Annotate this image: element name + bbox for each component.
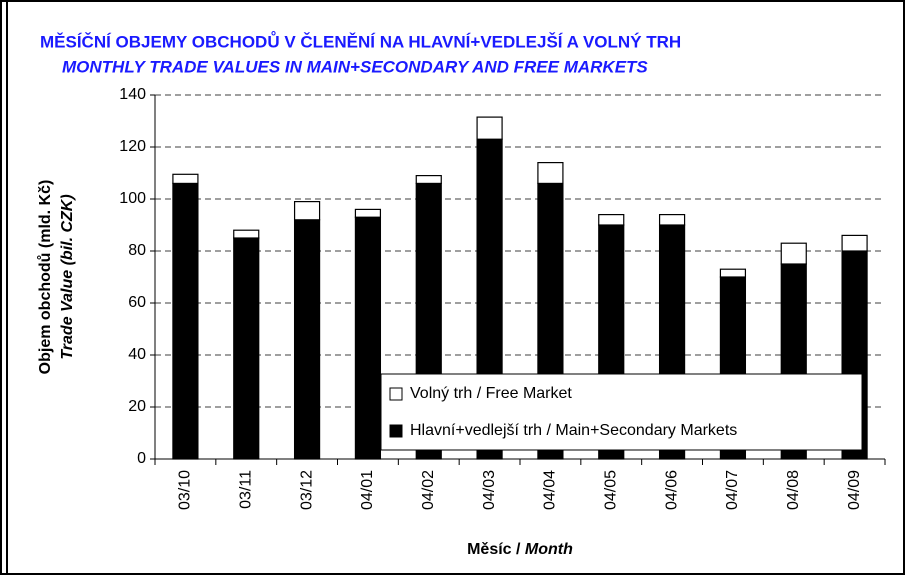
chart-title: MĚSÍČNÍ OBJEMY OBCHODŮ V ČLENĚNÍ NA HLAV… — [40, 31, 681, 51]
bar-segment — [233, 229, 260, 239]
x-tick-label: 03/12 — [298, 470, 315, 510]
y-tick-label: 40 — [128, 346, 146, 363]
bar-segment — [354, 216, 382, 460]
x-tick-label: 04/09 — [846, 470, 863, 510]
y-tick-label: 100 — [119, 190, 146, 207]
bar-segment — [476, 116, 503, 140]
legend — [380, 373, 863, 451]
bar-segment — [658, 214, 686, 226]
x-tick-label: 04/02 — [420, 470, 437, 510]
bar-segment — [719, 268, 747, 278]
x-tick-label: 03/10 — [177, 470, 194, 510]
y-axis-label: Trade Value (bil. CZK) — [59, 194, 76, 359]
bar-segment — [233, 237, 260, 460]
y-tick-label: 0 — [137, 450, 146, 467]
bar-segment — [841, 234, 868, 252]
y-tick-label: 60 — [128, 294, 146, 311]
x-tick-label: 04/08 — [785, 470, 802, 510]
bar-segment — [172, 173, 199, 185]
x-tick-label: 04/07 — [724, 470, 741, 510]
legend-label: Hlavní+vedlejší trh / Main+Secondary Mar… — [410, 422, 737, 439]
bar-segment — [780, 242, 807, 265]
bar-segment — [598, 214, 625, 226]
y-axis-label: Objem obchodů (mld. Kč) — [37, 180, 54, 375]
x-tick-label: 04/01 — [359, 470, 376, 510]
x-tick-label: 04/05 — [602, 470, 619, 510]
bar-segment — [293, 201, 321, 221]
bar-segment — [537, 162, 564, 185]
x-tick-label: 04/04 — [542, 470, 559, 510]
x-axis-label-en: Month — [525, 541, 573, 558]
bar-segment — [172, 182, 199, 460]
legend-label: Volný trh / Free Market — [410, 385, 572, 402]
legend-swatch — [389, 424, 403, 438]
bar-segment — [293, 219, 321, 460]
bar-segment — [415, 175, 442, 185]
y-tick-label: 80 — [128, 242, 146, 259]
y-tick-label: 140 — [119, 86, 146, 103]
y-tick-label: 20 — [128, 398, 146, 415]
y-tick-label: 120 — [119, 138, 146, 155]
bar-segment — [354, 208, 382, 218]
x-tick-label: 04/03 — [481, 470, 498, 510]
chart-subtitle: MONTHLY TRADE VALUES IN MAIN+SECONDARY A… — [62, 57, 648, 76]
x-tick-label: 03/11 — [237, 470, 254, 509]
x-tick-label: 04/06 — [663, 470, 680, 510]
x-axis-label: Měsíc / Month — [467, 541, 573, 558]
legend-swatch — [389, 387, 403, 401]
x-axis-label-cz: Měsíc / — [467, 541, 521, 558]
